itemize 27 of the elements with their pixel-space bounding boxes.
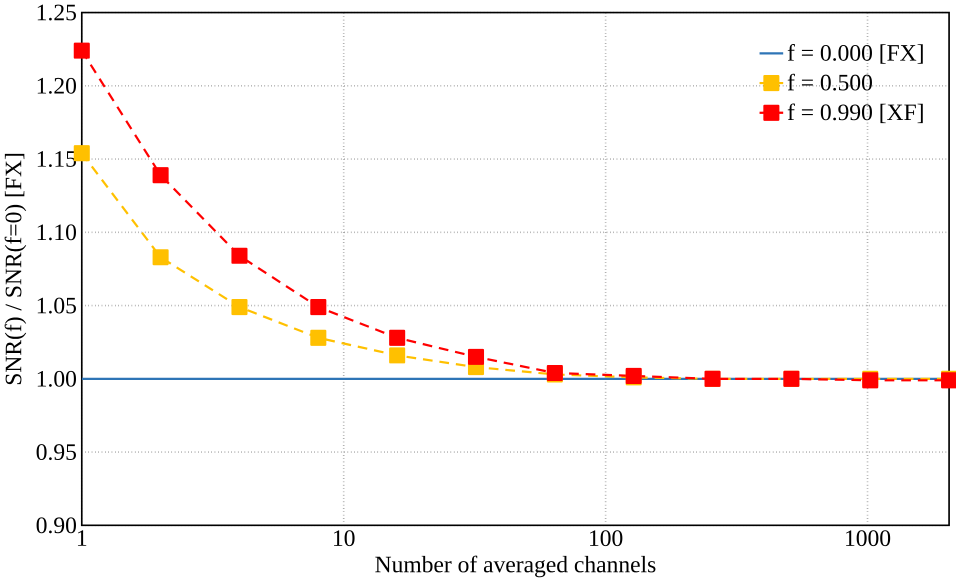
- point: [74, 42, 90, 59]
- point: [231, 248, 248, 264]
- legend-label: f = 0.000 [FX]: [788, 44, 923, 64]
- y-axis-title: SNR(f) / SNR(f=0) [FX]: [4, 154, 26, 384]
- point: [389, 347, 406, 364]
- y-tick-label: 1.15: [38, 151, 76, 168]
- x-tick-label: 10: [334, 530, 355, 546]
- point: [231, 299, 248, 316]
- point: [468, 348, 484, 365]
- x-tick-label: 100: [590, 530, 622, 546]
- y-tick-label: 0.95: [36, 444, 76, 460]
- y-tick-label: 1.25: [38, 4, 76, 21]
- x-axis-title: Number of averaged channels: [375, 556, 656, 578]
- y-tick-label: 1.05: [38, 298, 76, 314]
- point: [389, 330, 406, 346]
- y-tick-label: 1.10: [38, 224, 76, 240]
- y-tick-label: 1.00: [38, 370, 76, 387]
- x-tick-label: 1: [78, 530, 86, 546]
- legend-label: f = 0.500: [788, 74, 872, 91]
- y-tick-label: 1.20: [38, 78, 76, 94]
- legend-label: f = 0.990 [XF]: [788, 104, 923, 124]
- point: [310, 330, 326, 346]
- point: [152, 167, 169, 184]
- x-tick-label: 1000: [846, 530, 890, 546]
- y-tick-label: 0.90: [36, 517, 76, 534]
- point: [310, 299, 326, 316]
- point: [152, 249, 169, 266]
